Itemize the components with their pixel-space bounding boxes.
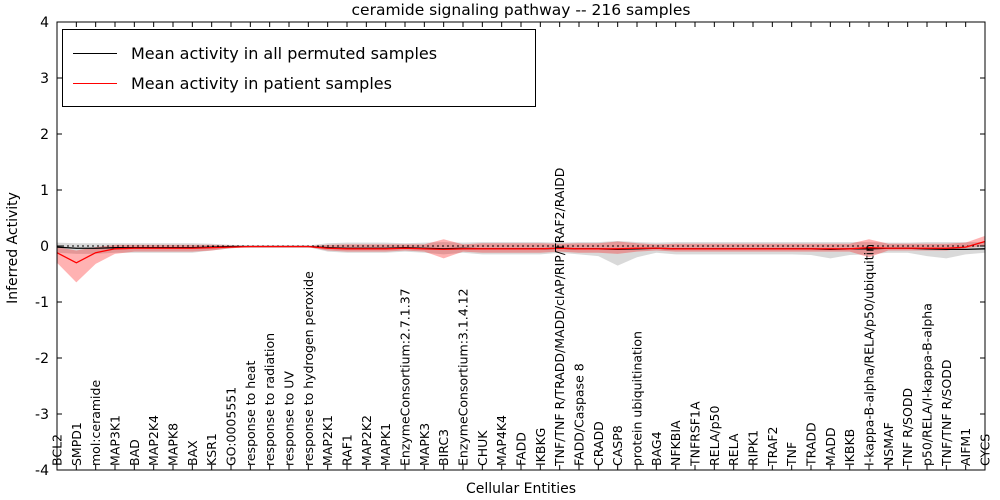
svg-text:TNF/TNF R/SODD: TNF/TNF R/SODD <box>939 360 954 467</box>
svg-text:BCL2: BCL2 <box>50 434 65 466</box>
svg-text:RELA/p50: RELA/p50 <box>707 406 722 466</box>
svg-text:-4: -4 <box>35 463 49 479</box>
permuted-line-swatch-icon <box>73 52 117 54</box>
legend-label-permuted: Mean activity in all permuted samples <box>131 43 438 63</box>
svg-text:CRADD: CRADD <box>591 421 606 466</box>
svg-text:NSMAF: NSMAF <box>881 422 896 466</box>
svg-text:MAP2K2: MAP2K2 <box>359 415 374 466</box>
svg-text:TNF R/SODD: TNF R/SODD <box>900 388 915 467</box>
svg-text:-1: -1 <box>35 295 49 311</box>
svg-text:TNF: TNF <box>784 442 799 467</box>
y-axis-label: Inferred Activity <box>5 192 21 304</box>
svg-text:BIRC3: BIRC3 <box>436 429 451 466</box>
svg-text:MAP2K1: MAP2K1 <box>320 415 335 466</box>
svg-text:RELA: RELA <box>726 433 741 466</box>
svg-text:KSR1: KSR1 <box>204 433 219 466</box>
svg-text:MAP3K1: MAP3K1 <box>108 415 123 466</box>
svg-text:2: 2 <box>40 127 49 143</box>
svg-text:response to hydrogen peroxide: response to hydrogen peroxide <box>301 271 316 466</box>
patient-line-swatch-icon <box>73 82 117 84</box>
svg-text:response to UV: response to UV <box>282 371 297 466</box>
svg-text:mol:ceramide: mol:ceramide <box>88 380 103 466</box>
svg-text:GO:0005551: GO:0005551 <box>224 387 239 466</box>
svg-text:SMPD1: SMPD1 <box>69 422 84 466</box>
svg-text:CYCS: CYCS <box>978 434 993 466</box>
svg-text:NFKBIA: NFKBIA <box>668 420 683 466</box>
svg-text:0: 0 <box>40 239 49 255</box>
svg-text:FADD: FADD <box>514 432 529 466</box>
svg-text:MADD: MADD <box>823 427 838 466</box>
svg-text:RAF1: RAF1 <box>340 434 355 466</box>
svg-text:MAPK8: MAPK8 <box>166 423 181 466</box>
svg-text:TRAF2: TRAF2 <box>765 426 780 467</box>
svg-text:MAPK1: MAPK1 <box>378 423 393 466</box>
svg-text:4: 4 <box>40 15 49 31</box>
svg-text:-2: -2 <box>35 351 49 367</box>
svg-text:TNFRSF1A: TNFRSF1A <box>688 401 703 467</box>
svg-text:CASP8: CASP8 <box>610 425 625 466</box>
svg-text:TNF/TNF R/TRADD/MADD/cIAP/RIP/: TNF/TNF R/TRADD/MADD/cIAP/RIP/TRAF2/RAID… <box>552 168 567 467</box>
svg-text:IKBKG: IKBKG <box>533 428 548 466</box>
svg-text:BAX: BAX <box>185 440 200 466</box>
chart-title: ceramide signaling pathway -- 216 sample… <box>351 1 691 19</box>
svg-text:I-kappa-B-alpha/RELA/p50/ubiqu: I-kappa-B-alpha/RELA/p50/ubiquitin <box>862 244 877 466</box>
svg-text:RIPK1: RIPK1 <box>746 430 761 466</box>
svg-text:protein ubiquitination: protein ubiquitination <box>630 331 645 466</box>
svg-text:MAP4K4: MAP4K4 <box>494 415 509 466</box>
svg-text:p50/RELA/I-kappa-B-alpha: p50/RELA/I-kappa-B-alpha <box>920 303 935 466</box>
svg-text:CHUK: CHUK <box>475 430 490 466</box>
svg-text:EnzymeConsortium:2.7.1.37: EnzymeConsortium:2.7.1.37 <box>398 288 413 466</box>
svg-text:IKBKB: IKBKB <box>842 429 857 466</box>
svg-text:BAG4: BAG4 <box>649 431 664 466</box>
svg-text:3: 3 <box>40 71 49 87</box>
svg-text:BAD: BAD <box>127 439 142 466</box>
legend-label-patient: Mean activity in patient samples <box>131 73 392 93</box>
x-axis-label: Cellular Entities <box>465 481 577 497</box>
svg-text:EnzymeConsortium:3.1.4.12: EnzymeConsortium:3.1.4.12 <box>456 288 471 466</box>
svg-text:TRADD: TRADD <box>804 422 819 467</box>
svg-text:MAPK3: MAPK3 <box>417 423 432 466</box>
svg-text:FADD/Caspase 8: FADD/Caspase 8 <box>572 363 587 466</box>
legend: Mean activity in all permuted samples Me… <box>62 29 536 107</box>
svg-text:MAP2K4: MAP2K4 <box>146 415 161 466</box>
svg-text:1: 1 <box>40 183 49 199</box>
svg-text:-3: -3 <box>35 407 49 423</box>
legend-entry-permuted: Mean activity in all permuted samples <box>73 38 525 68</box>
legend-entry-patient: Mean activity in patient samples <box>73 68 525 98</box>
svg-text:response to heat: response to heat <box>243 360 258 466</box>
svg-text:response to radiation: response to radiation <box>262 333 277 466</box>
svg-text:AIFM1: AIFM1 <box>958 428 973 466</box>
